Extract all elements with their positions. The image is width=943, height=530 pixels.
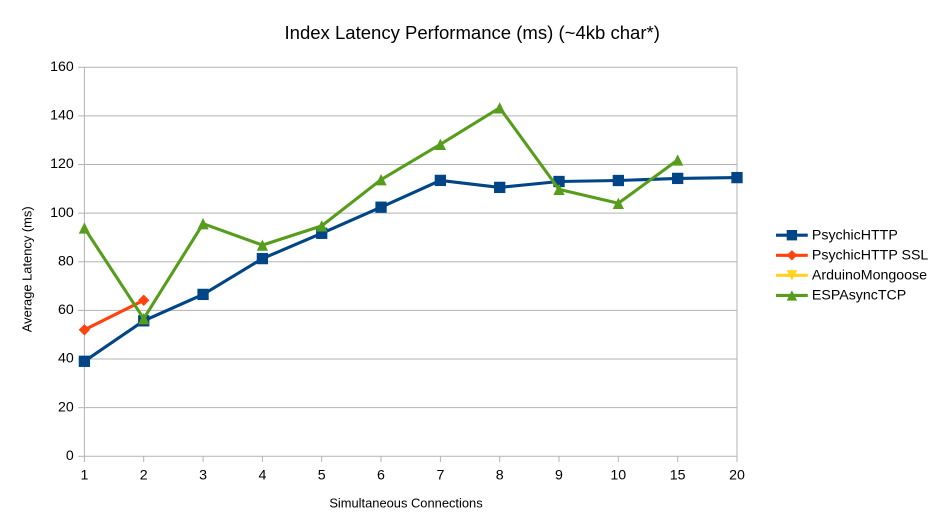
svg-text:120: 120 xyxy=(50,156,74,172)
svg-text:4: 4 xyxy=(258,468,266,484)
svg-text:Average Latency (ms): Average Latency (ms) xyxy=(19,206,34,332)
svg-text:40: 40 xyxy=(58,351,74,367)
svg-text:PsychicHTTP: PsychicHTTP xyxy=(812,227,898,243)
svg-text:6: 6 xyxy=(377,468,385,484)
svg-text:ESPAsyncTCP: ESPAsyncTCP xyxy=(812,288,906,304)
svg-text:0: 0 xyxy=(66,448,74,464)
svg-text:8: 8 xyxy=(496,468,504,484)
svg-text:5: 5 xyxy=(318,468,326,484)
svg-text:9: 9 xyxy=(555,468,563,484)
svg-text:140: 140 xyxy=(50,108,74,124)
svg-text:Index Latency Performance (ms): Index Latency Performance (ms) (~4kb cha… xyxy=(284,22,659,43)
svg-text:15: 15 xyxy=(670,468,686,484)
svg-text:1: 1 xyxy=(80,468,88,484)
svg-text:2: 2 xyxy=(140,468,148,484)
svg-text:10: 10 xyxy=(610,468,626,484)
svg-text:3: 3 xyxy=(199,468,207,484)
svg-text:80: 80 xyxy=(58,253,74,269)
svg-text:Simultaneous Connections: Simultaneous Connections xyxy=(329,495,482,510)
svg-text:PsychicHTTP SSL: PsychicHTTP SSL xyxy=(812,247,929,263)
svg-text:7: 7 xyxy=(436,468,444,484)
svg-text:20: 20 xyxy=(729,468,745,484)
svg-text:ArduinoMongoose: ArduinoMongoose xyxy=(812,267,927,283)
svg-text:100: 100 xyxy=(50,205,74,221)
svg-text:160: 160 xyxy=(50,59,74,75)
svg-text:20: 20 xyxy=(58,399,74,415)
svg-text:60: 60 xyxy=(58,302,74,318)
